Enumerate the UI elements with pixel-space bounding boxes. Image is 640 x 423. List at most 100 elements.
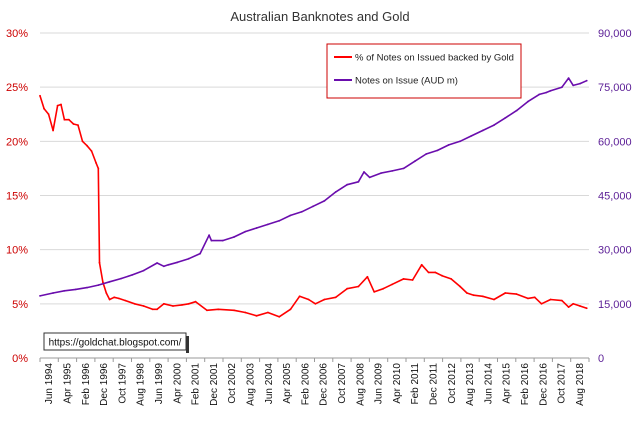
- data-point: [156, 308, 159, 311]
- x-tick-label: Oct 2012: [447, 363, 458, 404]
- data-point: [346, 183, 348, 186]
- data-point: [538, 93, 541, 96]
- data-point: [172, 305, 174, 307]
- chart-title: Australian Banknotes and Gold: [230, 9, 409, 24]
- data-point: [210, 239, 213, 242]
- data-point: [77, 124, 79, 126]
- data-point: [459, 285, 461, 288]
- x-tick-label: Dec 1996: [99, 363, 110, 406]
- data-point: [187, 257, 190, 260]
- data-point: [255, 227, 258, 229]
- left-tick-label: 25%: [6, 82, 28, 94]
- x-tick-label: Apr 2005: [282, 363, 293, 404]
- data-point: [346, 287, 348, 290]
- data-point: [391, 170, 394, 172]
- data-point: [373, 291, 376, 293]
- data-point: [289, 214, 292, 217]
- data-point: [470, 135, 473, 137]
- data-point: [108, 280, 111, 283]
- data-point: [90, 150, 93, 153]
- x-tick-label: Jun 2004: [264, 363, 275, 405]
- x-tick-label: Dec 2011: [428, 363, 439, 406]
- right-axis-ticks: 0 15,000 30,000 45,000 60,000 75,000 90,000: [598, 28, 632, 365]
- data-point: [74, 288, 77, 291]
- legend-label-gold: % of Notes on Issued backed by Gold: [355, 53, 514, 64]
- data-point: [357, 180, 360, 183]
- data-point: [572, 302, 575, 305]
- data-point: [206, 309, 208, 312]
- data-point: [363, 171, 365, 173]
- data-point: [208, 234, 211, 237]
- left-tick-label: 15%: [6, 191, 28, 203]
- data-point: [540, 302, 543, 305]
- left-tick-label: 5%: [12, 299, 28, 311]
- data-point: [323, 298, 326, 301]
- data-point: [105, 292, 108, 294]
- data-point: [504, 292, 507, 294]
- data-point: [108, 298, 111, 301]
- x-tick-label: Apr 2015: [502, 363, 513, 404]
- data-point: [427, 271, 430, 274]
- x-tick-label: Dec 2006: [319, 363, 330, 406]
- data-point: [117, 297, 120, 300]
- data-point: [447, 144, 450, 146]
- data-point: [221, 239, 224, 242]
- data-point: [233, 309, 235, 312]
- data-point: [366, 275, 369, 278]
- data-point: [133, 302, 136, 305]
- data-point: [420, 263, 423, 266]
- left-tick-label: 30%: [6, 28, 28, 40]
- x-tick-label: Feb 2016: [520, 363, 531, 406]
- data-point: [86, 286, 88, 289]
- x-tick-label: Dec 2001: [209, 363, 220, 406]
- data-point: [95, 162, 97, 164]
- data-point: [585, 307, 588, 310]
- data-point: [441, 274, 443, 277]
- data-point: [120, 277, 122, 280]
- x-tick-label: Dec 2016: [538, 363, 549, 406]
- data-point: [307, 298, 310, 301]
- data-point: [278, 315, 281, 318]
- data-point: [312, 205, 314, 208]
- legend-label-notes: Notes on Issue (AUD m): [355, 76, 458, 87]
- data-point: [217, 308, 220, 311]
- data-point: [52, 292, 54, 294]
- series-layer: [39, 77, 588, 318]
- data-point: [567, 77, 570, 79]
- data-point: [585, 79, 588, 82]
- data-point: [81, 140, 84, 143]
- x-tick-label: Jun 1994: [44, 363, 55, 405]
- data-point: [334, 296, 337, 299]
- data-point: [300, 210, 303, 213]
- data-point: [60, 103, 62, 106]
- data-point: [151, 308, 154, 311]
- data-point: [493, 124, 495, 126]
- legend-box: [326, 43, 522, 99]
- data-point: [572, 84, 575, 87]
- watermark-text: https://goldchat.blogspot.com/: [49, 338, 182, 349]
- data-point: [47, 113, 50, 116]
- x-tick-label: Feb 2011: [410, 363, 421, 405]
- data-point: [380, 172, 382, 175]
- data-point: [113, 296, 116, 299]
- data-point: [86, 144, 88, 147]
- data-point: [233, 236, 235, 238]
- data-point: [579, 82, 581, 85]
- data-point: [459, 140, 461, 143]
- data-point: [533, 296, 536, 299]
- data-point: [549, 298, 552, 301]
- legend: % of Notes on Issued backed by Gold Note…: [326, 43, 522, 99]
- data-point: [481, 129, 484, 132]
- data-point: [314, 302, 317, 305]
- watermark: https://goldchat.blogspot.com/: [43, 332, 189, 353]
- data-point: [187, 302, 190, 305]
- data-point: [434, 271, 437, 274]
- data-point: [357, 285, 360, 288]
- data-point: [504, 117, 507, 119]
- data-point: [411, 279, 414, 281]
- right-tick-label: 45,000: [598, 191, 632, 203]
- data-point: [493, 298, 495, 301]
- data-point: [466, 292, 468, 294]
- x-tick-label: Apr 2000: [172, 363, 183, 404]
